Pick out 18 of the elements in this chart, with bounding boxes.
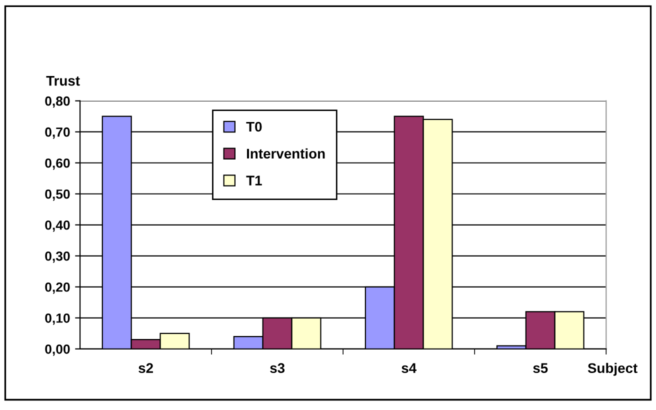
y-tick-label: 0,10	[45, 313, 70, 325]
y-tick-label: 0,20	[45, 282, 70, 294]
y-tick-label: 0,40	[45, 220, 70, 232]
y-axis-title: Trust	[46, 76, 80, 86]
x-tick-label: s4	[402, 363, 417, 373]
y-tick-label: 0,70	[45, 127, 70, 139]
legend-label: T1	[246, 176, 262, 186]
x-tick-label: s3	[270, 363, 285, 374]
x-tick-label: s5	[533, 363, 548, 373]
y-tick-label: 0,00	[45, 344, 70, 356]
x-tick-label: s2	[138, 363, 153, 373]
legend-label: T0	[246, 122, 262, 132]
y-tick-label: 0,30	[45, 251, 70, 263]
y-tick-label: 0,80	[45, 96, 70, 108]
y-tick-label: 0,50	[45, 189, 70, 201]
y-tick-label: 0,60	[45, 158, 70, 170]
legend-label: Intervention	[246, 148, 325, 159]
x-axis-title: Subject	[588, 362, 638, 376]
